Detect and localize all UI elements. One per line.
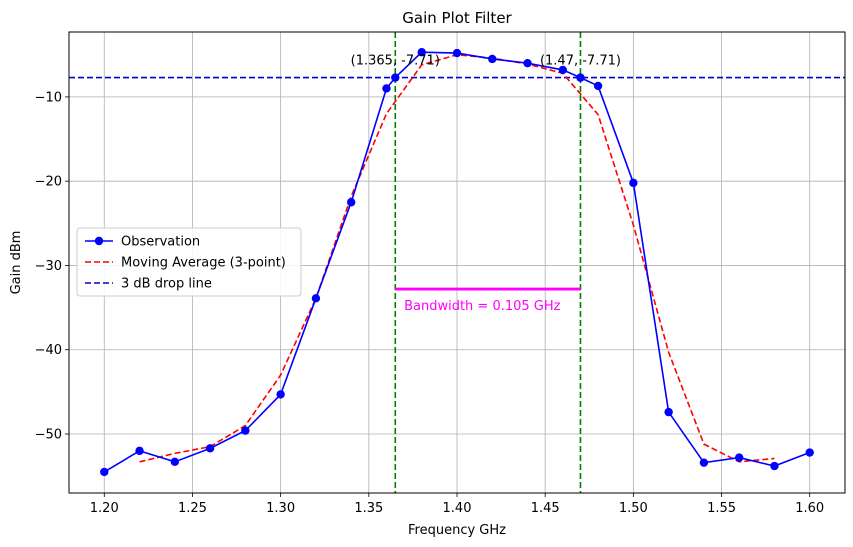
observation-point	[311, 294, 321, 303]
observation-point	[382, 84, 391, 93]
legend-label: 3 dB drop line	[121, 277, 212, 292]
observation-point	[276, 390, 285, 399]
observation-point	[391, 73, 400, 82]
plot-series	[69, 32, 845, 493]
chart-title: Gain Plot Filter	[402, 9, 512, 27]
x-tick-label: 1.60	[795, 501, 824, 516]
plot-frame	[68, 31, 846, 494]
x-tick-label: 1.25	[178, 501, 207, 516]
legend-marker-observation	[94, 236, 104, 246]
y-tick-label: −50	[35, 428, 62, 443]
observation-point	[241, 426, 250, 435]
y-tick-label: −40	[35, 343, 62, 358]
x-axis-label: Frequency GHz	[408, 523, 506, 538]
observation-point	[100, 467, 109, 477]
y-axis-label: Gain dBm	[9, 231, 24, 295]
x-tick-label: 1.50	[619, 501, 648, 516]
observation-point	[629, 178, 638, 188]
observation-point	[135, 446, 144, 456]
observation-point	[699, 458, 709, 467]
y-tick-label: −30	[35, 259, 62, 274]
x-tick-label: 1.40	[443, 501, 472, 516]
observation-point	[346, 198, 356, 207]
observation-point	[664, 407, 673, 417]
y-tick-label: −10	[35, 90, 62, 105]
observation-point	[417, 48, 426, 57]
observation-point	[205, 444, 215, 453]
observation-point	[576, 73, 585, 82]
observation-point	[805, 448, 814, 457]
observation-point	[734, 453, 744, 462]
legend-label: Moving Average (3-point)	[121, 256, 286, 271]
cutoff-low-annotation: (1.365, -7.71)	[351, 54, 440, 69]
x-tick-label: 1.20	[90, 501, 119, 516]
observation-point	[488, 54, 497, 64]
x-tick-label: 1.55	[707, 501, 736, 516]
x-tick-label: 1.30	[266, 501, 295, 516]
observation-point	[452, 48, 462, 58]
y-tick-label: −20	[35, 175, 62, 190]
observation-point	[770, 461, 779, 471]
observation-point	[593, 81, 603, 91]
x-tick-label: 1.45	[531, 501, 560, 516]
y-axis-ticks: −50 −40 −30 −20 −10	[35, 90, 69, 443]
observation-point	[523, 58, 532, 68]
legend-box	[76, 227, 302, 297]
x-tick-label: 1.35	[354, 501, 383, 516]
annotations: (1.365, -7.71) (1.47, -7.71) Bandwidth = 0…	[351, 54, 621, 314]
observation-point	[558, 65, 568, 75]
legend: Observation Moving Average (3-point) 3 dB …	[76, 227, 302, 297]
cutoff-high-annotation: (1.47, -7.71)	[540, 54, 621, 69]
bandwidth-annotation: Bandwidth = 0.105 GHz	[404, 299, 561, 314]
x-axis-ticks: 1.20 1.25 1.30 1.35 1.40 1.45 1.50 1.55 1.60	[90, 493, 824, 516]
legend-label: Observation	[121, 235, 200, 250]
observation-point	[170, 457, 180, 467]
